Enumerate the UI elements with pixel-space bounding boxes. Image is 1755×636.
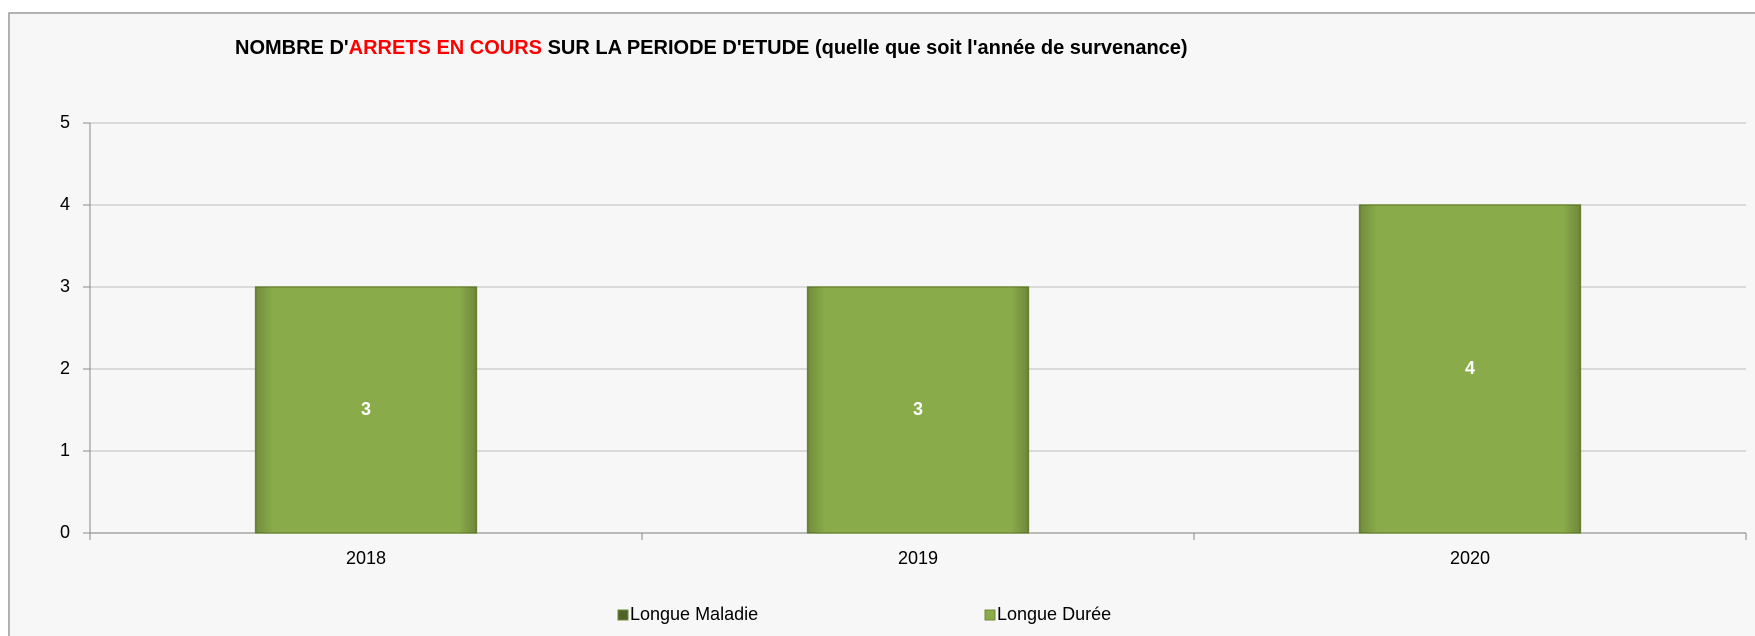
data-label: 4	[1465, 358, 1475, 378]
title-part: SUR LA PERIODE D'ETUDE (quelle que soit …	[542, 37, 1188, 59]
x-tick-label: 2020	[1450, 548, 1490, 568]
legend-label: Longue Maladie	[630, 604, 758, 624]
chart-title: NOMBRE D'ARRETS EN COURS SUR LA PERIODE …	[235, 37, 1188, 59]
bar-shade	[255, 287, 477, 533]
data-label: 3	[361, 399, 371, 419]
y-tick-label: 0	[60, 522, 70, 542]
y-tick-label: 1	[60, 440, 70, 460]
legend-swatch	[617, 609, 629, 621]
y-tick-label: 2	[60, 358, 70, 378]
legend-swatch	[984, 609, 996, 621]
y-tick-label: 4	[60, 194, 70, 214]
x-tick-label: 2018	[346, 548, 386, 568]
bar-shade	[1359, 205, 1581, 533]
x-tick-label: 2019	[898, 548, 938, 568]
y-tick-label: 3	[60, 276, 70, 296]
title-part: NOMBRE D'	[235, 37, 349, 59]
data-label: 3	[913, 399, 923, 419]
bar-shade	[807, 287, 1029, 533]
y-tick-label: 5	[60, 112, 70, 132]
legend-label: Longue Durée	[997, 604, 1111, 624]
title-part: ARRETS EN COURS	[349, 37, 542, 59]
